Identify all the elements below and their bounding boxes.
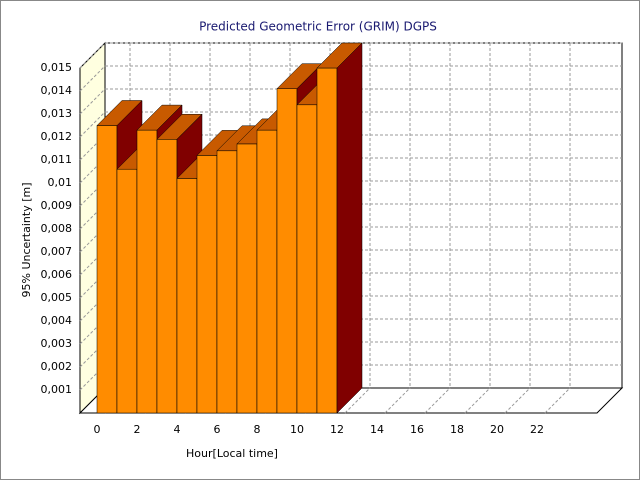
bar <box>196 155 218 414</box>
y-tick-label: 0,003 <box>41 337 73 350</box>
grid-line <box>79 180 106 207</box>
y-tick-label: 0,012 <box>41 130 73 143</box>
y-tick-label: 0,009 <box>41 199 73 212</box>
grid-line <box>79 203 106 230</box>
grid-line <box>79 42 106 69</box>
grid-line <box>79 65 106 92</box>
x-tick-label: 12 <box>330 423 344 436</box>
bar <box>296 104 318 414</box>
bar <box>216 150 238 414</box>
grid-line <box>544 387 571 414</box>
grid-line <box>464 387 491 414</box>
grid-line <box>79 295 106 322</box>
x-tick-label: 14 <box>370 423 384 436</box>
grid-line <box>79 249 106 276</box>
x-tick-label: 6 <box>214 423 221 436</box>
grid-line <box>79 364 106 391</box>
y-tick-label: 0,008 <box>41 222 73 235</box>
x-tick-label: 18 <box>450 423 464 436</box>
x-tick-label: 2 <box>134 423 141 436</box>
x-tick-label: 22 <box>530 423 544 436</box>
y-tick-label: 0,014 <box>41 84 73 97</box>
x-tick-label: 8 <box>254 423 261 436</box>
y-axis-label: 95% Uncertainty [m] <box>20 182 33 297</box>
bar <box>256 129 278 414</box>
bar <box>136 129 158 414</box>
x-tick-label: 10 <box>290 423 304 436</box>
grid-line <box>79 341 106 368</box>
x-tick-label: 16 <box>410 423 424 436</box>
bar <box>116 168 138 414</box>
grid-line <box>384 387 411 414</box>
y-tick-label: 0,004 <box>41 314 73 327</box>
y-tick-label: 0,013 <box>41 107 73 120</box>
x-tick-label: 0 <box>94 423 101 436</box>
y-tick-label: 0,011 <box>41 153 73 166</box>
x-tick-label: 20 <box>490 423 504 436</box>
y-tick-label: 0,007 <box>41 245 73 258</box>
bar <box>96 125 118 414</box>
grid-line <box>79 272 106 299</box>
bar-side <box>336 42 363 414</box>
grid-line <box>79 88 106 115</box>
bar <box>236 143 258 414</box>
grid-line <box>79 111 106 138</box>
grid-line <box>79 157 106 184</box>
y-tick-label: 0,015 <box>41 61 73 74</box>
bar <box>156 139 178 414</box>
y-tick-label: 0,002 <box>41 360 73 373</box>
chart-title: Predicted Geometric Error (GRIM) DGPS <box>199 20 437 34</box>
bar <box>176 178 198 414</box>
bar <box>276 88 298 414</box>
grid-line <box>504 387 531 414</box>
y-tick-label: 0,01 <box>48 176 73 189</box>
grid-line <box>79 318 106 345</box>
grid-line <box>344 387 371 414</box>
grid-line <box>424 387 451 414</box>
bar <box>316 67 338 414</box>
grid-line <box>79 134 106 161</box>
y-tick-label: 0,005 <box>41 291 73 304</box>
x-axis-label: Hour[Local time] <box>186 447 278 460</box>
y-tick-label: 0,001 <box>41 383 73 396</box>
x-tick-label: 4 <box>174 423 181 436</box>
grid-line <box>79 226 106 253</box>
y-tick-label: 0,006 <box>41 268 73 281</box>
